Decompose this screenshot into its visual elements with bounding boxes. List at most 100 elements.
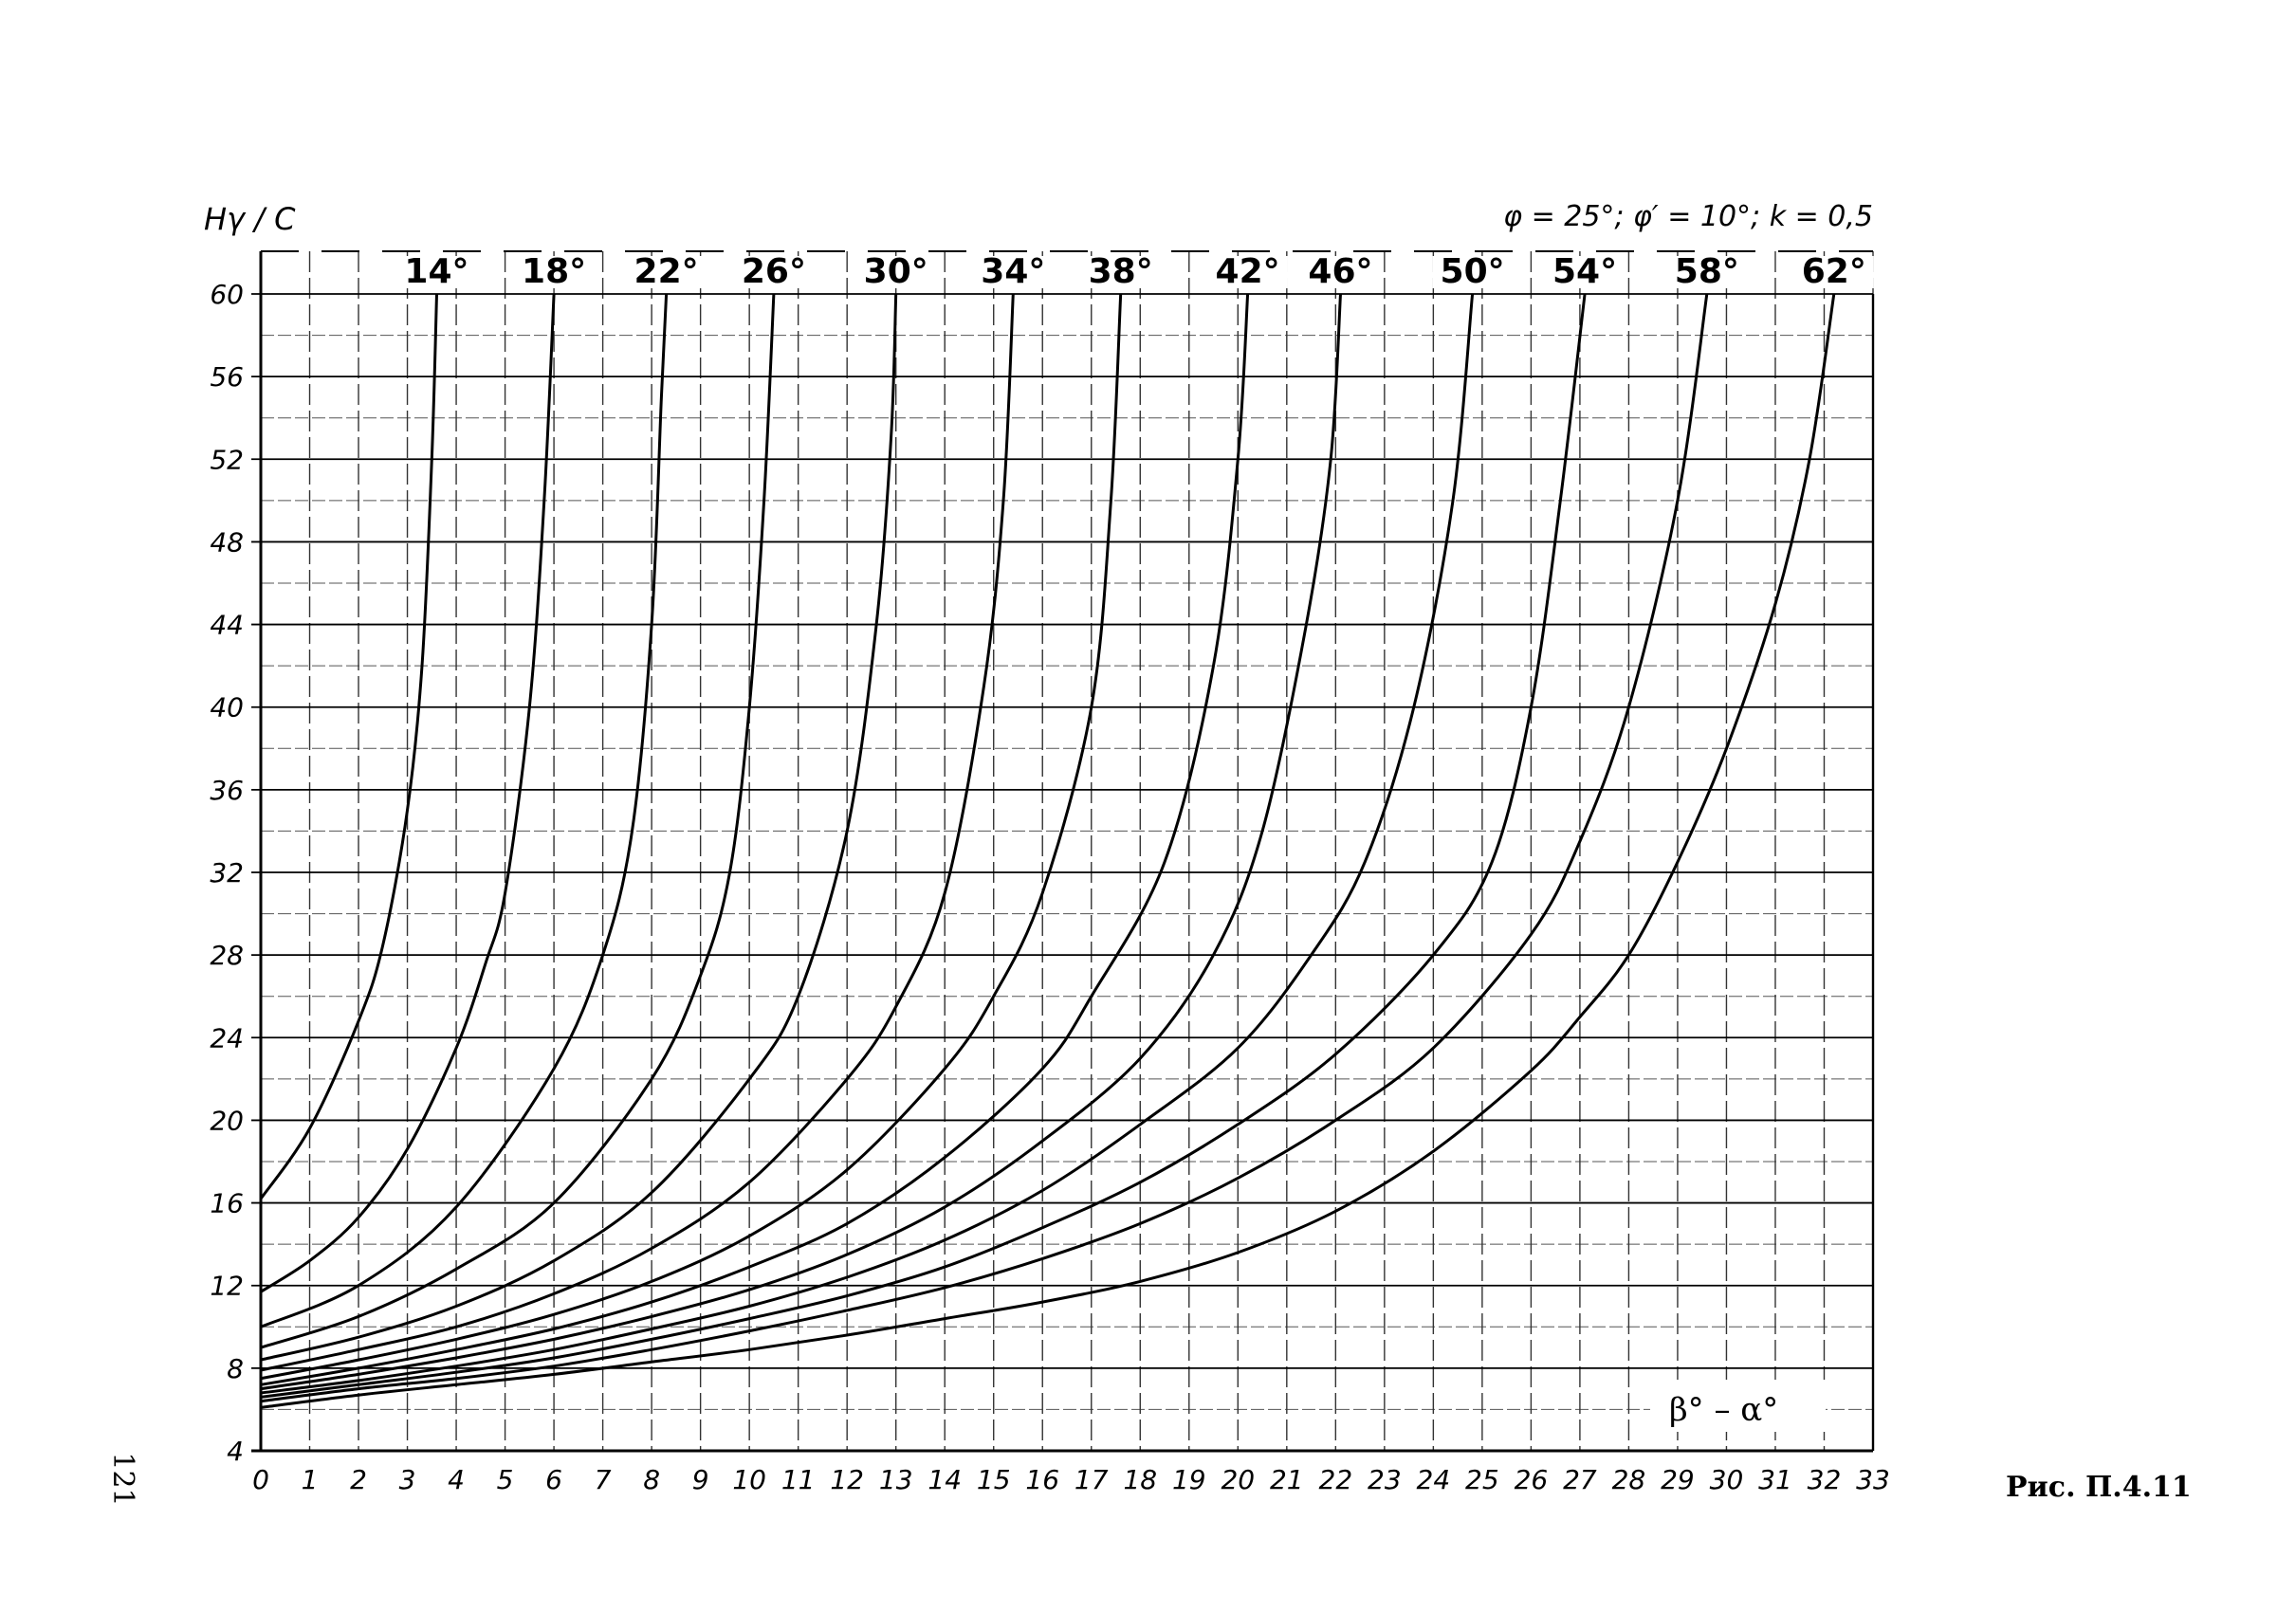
x-tick-label: 5 bbox=[497, 1464, 514, 1495]
series-label: 46° bbox=[1308, 252, 1372, 291]
x-tick-label: 9 bbox=[692, 1464, 709, 1495]
series-line bbox=[259, 293, 438, 1200]
series-label: 34° bbox=[981, 252, 1045, 291]
series-line bbox=[260, 293, 669, 1328]
series-label-bg bbox=[1666, 256, 1747, 288]
x-tick-label: 13 bbox=[879, 1464, 913, 1495]
axes bbox=[251, 251, 1875, 1453]
grid-minor bbox=[261, 251, 1874, 1451]
x-tick-label: 2 bbox=[350, 1464, 367, 1495]
series-label-bg bbox=[514, 256, 595, 288]
x-tick-label: 11 bbox=[781, 1464, 816, 1495]
x-tick-label: 31 bbox=[1758, 1464, 1792, 1495]
page-number: 121 bbox=[106, 1452, 139, 1506]
x-tick-label: 8 bbox=[643, 1464, 660, 1495]
x-tick-label: 12 bbox=[830, 1464, 864, 1495]
y-tick-label: 40 bbox=[210, 692, 244, 724]
series-label-bg bbox=[396, 256, 477, 288]
series-line bbox=[260, 293, 1250, 1386]
x-tick-label: 25 bbox=[1465, 1464, 1499, 1495]
series-label-bg bbox=[1545, 256, 1626, 288]
x-tick-label: 19 bbox=[1172, 1464, 1206, 1495]
y-tick-label: 48 bbox=[210, 526, 244, 558]
series-line bbox=[260, 293, 1587, 1399]
parameters-label: φ = 25°; φ′ = 10°; k = 0,5 bbox=[1503, 200, 1873, 233]
series-line bbox=[260, 293, 776, 1349]
series-label-bg bbox=[855, 256, 936, 288]
series-line bbox=[260, 293, 1836, 1409]
y-tick-label: 8 bbox=[227, 1353, 244, 1384]
x-tick-label: 27 bbox=[1563, 1464, 1597, 1495]
series-label: 54° bbox=[1552, 252, 1617, 291]
x-tick-labels: 0 1 2 3 4 5 6 7 8 9 10 11 12 13 14 15 16 17 18 19 20 21 22 23 24… bbox=[252, 1464, 1890, 1495]
series-label-bg bbox=[1080, 256, 1161, 288]
series-label: 38° bbox=[1089, 252, 1153, 291]
x-tick-label: 17 bbox=[1075, 1464, 1109, 1495]
x-tick-label: 1 bbox=[302, 1464, 319, 1495]
series-label: 62° bbox=[1802, 252, 1866, 291]
series-line bbox=[260, 293, 898, 1362]
x-axis-title: β° – α° bbox=[1669, 1391, 1778, 1429]
series-label: 42° bbox=[1216, 252, 1280, 291]
series-label-bg bbox=[1207, 256, 1288, 288]
curve-labels: 14° 18° 22° 26° 30° 34° 38° 42° 46° 50° 54° 58° 62° bbox=[396, 252, 1874, 291]
y-tick-label: 24 bbox=[210, 1022, 244, 1053]
curves bbox=[259, 293, 1836, 1409]
series-label: 26° bbox=[742, 252, 806, 291]
series-line bbox=[260, 293, 1475, 1395]
series-label-bg bbox=[733, 256, 814, 288]
x-tick-label: 22 bbox=[1319, 1464, 1353, 1495]
x-tick-label: 33 bbox=[1856, 1464, 1890, 1495]
x-tick-label: 10 bbox=[732, 1464, 766, 1495]
y-tick-label: 56 bbox=[210, 361, 244, 393]
series-line bbox=[260, 293, 1342, 1391]
x-tick-label: 26 bbox=[1515, 1464, 1549, 1495]
series-label: 22° bbox=[634, 252, 699, 291]
series-label-bg bbox=[973, 256, 1054, 288]
y-tick-label: 20 bbox=[210, 1105, 244, 1136]
series-label-bg bbox=[1432, 256, 1513, 288]
series-label: 30° bbox=[864, 252, 928, 291]
y-tick-label: 52 bbox=[210, 444, 244, 475]
x-tick-label: 6 bbox=[545, 1464, 562, 1495]
x-tick-label: 21 bbox=[1270, 1464, 1304, 1495]
y-tick-label: 4 bbox=[227, 1436, 244, 1467]
x-tick-label: 0 bbox=[252, 1464, 269, 1495]
x-tick-label: 16 bbox=[1025, 1464, 1059, 1495]
x-tick-label: 18 bbox=[1123, 1464, 1157, 1495]
x-tick-label: 30 bbox=[1710, 1464, 1744, 1495]
x-tick-label: 29 bbox=[1661, 1464, 1695, 1495]
y-tick-label: 36 bbox=[210, 775, 244, 806]
series-label-bg bbox=[1300, 256, 1381, 288]
x-tick-label: 14 bbox=[928, 1464, 962, 1495]
series-label-bg bbox=[626, 256, 707, 288]
y-tick-label: 44 bbox=[210, 610, 244, 641]
x-axis-title-bg bbox=[1650, 1380, 1826, 1432]
series-label: 58° bbox=[1675, 252, 1739, 291]
x-tick-label: 15 bbox=[977, 1464, 1011, 1495]
x-tick-label: 24 bbox=[1417, 1464, 1451, 1495]
series-label-bg bbox=[1793, 256, 1874, 288]
y-tick-label: 16 bbox=[210, 1188, 244, 1219]
series-label: 50° bbox=[1441, 252, 1505, 291]
x-tick-label: 23 bbox=[1368, 1464, 1402, 1495]
y-tick-label: 32 bbox=[210, 857, 244, 888]
x-tick-label: 3 bbox=[399, 1464, 416, 1495]
series-line bbox=[260, 293, 556, 1293]
series-label: 18° bbox=[522, 252, 586, 291]
y-tick-label: 60 bbox=[210, 279, 244, 310]
x-tick-label: 4 bbox=[448, 1464, 465, 1495]
series-line bbox=[260, 293, 1709, 1403]
series-line bbox=[260, 293, 1123, 1381]
y-tick-label: 28 bbox=[210, 940, 244, 971]
x-tick-label: 20 bbox=[1221, 1464, 1255, 1495]
figure-caption: Рис. П.4.11 bbox=[2006, 1471, 2192, 1504]
series-line bbox=[260, 293, 1015, 1372]
series-label: 14° bbox=[404, 252, 468, 291]
x-tick-label: 28 bbox=[1612, 1464, 1646, 1495]
y-tick-label: 12 bbox=[210, 1271, 244, 1302]
x-tick-label: 7 bbox=[595, 1464, 612, 1495]
y-axis-title: Hγ / C bbox=[204, 201, 296, 237]
